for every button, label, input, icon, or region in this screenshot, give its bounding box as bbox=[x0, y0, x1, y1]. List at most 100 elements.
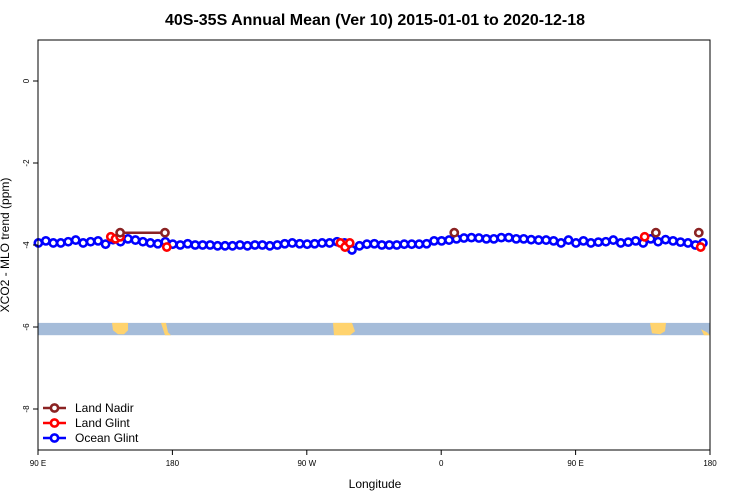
data-point bbox=[695, 242, 706, 252]
legend-item: Land Glint bbox=[43, 416, 130, 430]
legend-label: Land Nadir bbox=[75, 401, 134, 415]
data-point bbox=[130, 235, 141, 245]
data-point bbox=[421, 238, 432, 249]
data-point bbox=[294, 238, 305, 249]
land-shape bbox=[161, 322, 171, 336]
series-ocean-glint bbox=[33, 232, 708, 255]
x-tick-label: 0 bbox=[439, 459, 444, 468]
data-point bbox=[272, 240, 283, 250]
y-axis: 0 -2 -4 -6 -8 bbox=[22, 78, 38, 413]
land-shape bbox=[701, 329, 710, 336]
data-point bbox=[344, 238, 355, 248]
data-point bbox=[78, 238, 89, 248]
data-point bbox=[161, 242, 172, 252]
series-layer bbox=[33, 227, 708, 255]
data-point bbox=[481, 233, 492, 244]
data-point bbox=[683, 238, 693, 248]
data-point bbox=[63, 236, 74, 247]
data-point bbox=[548, 235, 559, 246]
data-point bbox=[449, 227, 460, 238]
data-point bbox=[391, 240, 402, 250]
data-point bbox=[653, 236, 664, 247]
y-tick-label: -8 bbox=[22, 405, 31, 413]
data-point bbox=[511, 233, 522, 244]
data-point bbox=[608, 235, 619, 245]
data-point bbox=[600, 236, 611, 247]
y-tick-label: 0 bbox=[22, 78, 31, 83]
y-tick-label: -2 bbox=[22, 159, 31, 167]
data-point bbox=[488, 233, 499, 244]
data-point bbox=[429, 235, 440, 246]
data-point bbox=[40, 235, 51, 246]
data-point bbox=[518, 233, 529, 244]
x-axis: 90 E 180 90 W 0 90 E 180 bbox=[30, 450, 717, 468]
data-point bbox=[160, 227, 170, 238]
data-point bbox=[369, 238, 380, 249]
data-point bbox=[496, 232, 507, 243]
data-point bbox=[578, 235, 589, 246]
data-point bbox=[242, 240, 253, 251]
data-point bbox=[279, 238, 290, 249]
data-point bbox=[100, 239, 111, 250]
y-axis-title: XCO2 - MLO trend (ppm) bbox=[0, 178, 12, 313]
series-land-nadir bbox=[115, 227, 704, 238]
data-point bbox=[302, 239, 313, 250]
data-point bbox=[384, 240, 395, 250]
data-point bbox=[85, 236, 96, 247]
data-point bbox=[615, 238, 626, 248]
data-point bbox=[563, 235, 574, 245]
data-point bbox=[115, 227, 126, 238]
data-point bbox=[145, 238, 156, 248]
data-point bbox=[138, 236, 148, 247]
land-shape bbox=[333, 322, 355, 336]
data-point bbox=[660, 234, 671, 245]
data-point bbox=[123, 233, 133, 244]
data-point bbox=[309, 238, 320, 249]
x-tick-label: 180 bbox=[166, 459, 180, 468]
land-shape bbox=[650, 322, 666, 335]
x-tick-label: 90 E bbox=[567, 459, 583, 468]
legend-marker bbox=[49, 403, 60, 413]
land-band bbox=[38, 322, 710, 336]
data-point bbox=[227, 240, 238, 251]
legend-item: Land Nadir bbox=[43, 401, 134, 415]
data-point bbox=[70, 235, 81, 245]
data-point bbox=[250, 240, 260, 250]
data-point bbox=[197, 240, 208, 250]
y-tick-label: -4 bbox=[22, 241, 31, 249]
data-point bbox=[593, 237, 604, 248]
data-point bbox=[287, 238, 298, 248]
data-point bbox=[399, 239, 410, 250]
legend-marker bbox=[49, 433, 60, 443]
data-point bbox=[376, 240, 387, 250]
data-point bbox=[650, 227, 661, 238]
data-point bbox=[556, 238, 566, 248]
data-point bbox=[220, 240, 230, 251]
data-point bbox=[541, 235, 552, 245]
data-point bbox=[444, 235, 454, 245]
chart-title: 40S-35S Annual Mean (Ver 10) 2015-01-01 … bbox=[165, 12, 585, 29]
data-point bbox=[205, 240, 216, 250]
data-point bbox=[466, 232, 477, 243]
ocean-strip bbox=[38, 322, 710, 336]
legend-item: Ocean Glint bbox=[43, 431, 139, 445]
data-point bbox=[459, 233, 469, 243]
data-point bbox=[317, 238, 328, 248]
data-point bbox=[436, 235, 447, 246]
data-point bbox=[675, 237, 686, 248]
series-land-glint bbox=[105, 231, 706, 252]
x-tick-label: 90 W bbox=[297, 459, 316, 468]
data-point bbox=[571, 238, 581, 248]
y-tick-label: -6 bbox=[22, 323, 31, 331]
data-point bbox=[354, 240, 365, 251]
data-point bbox=[630, 235, 641, 246]
data-point bbox=[668, 235, 678, 246]
data-point bbox=[533, 235, 544, 245]
land-shape bbox=[112, 322, 128, 335]
data-point bbox=[152, 238, 163, 249]
data-point bbox=[693, 227, 704, 238]
data-point bbox=[93, 235, 104, 246]
data-point bbox=[324, 238, 335, 248]
